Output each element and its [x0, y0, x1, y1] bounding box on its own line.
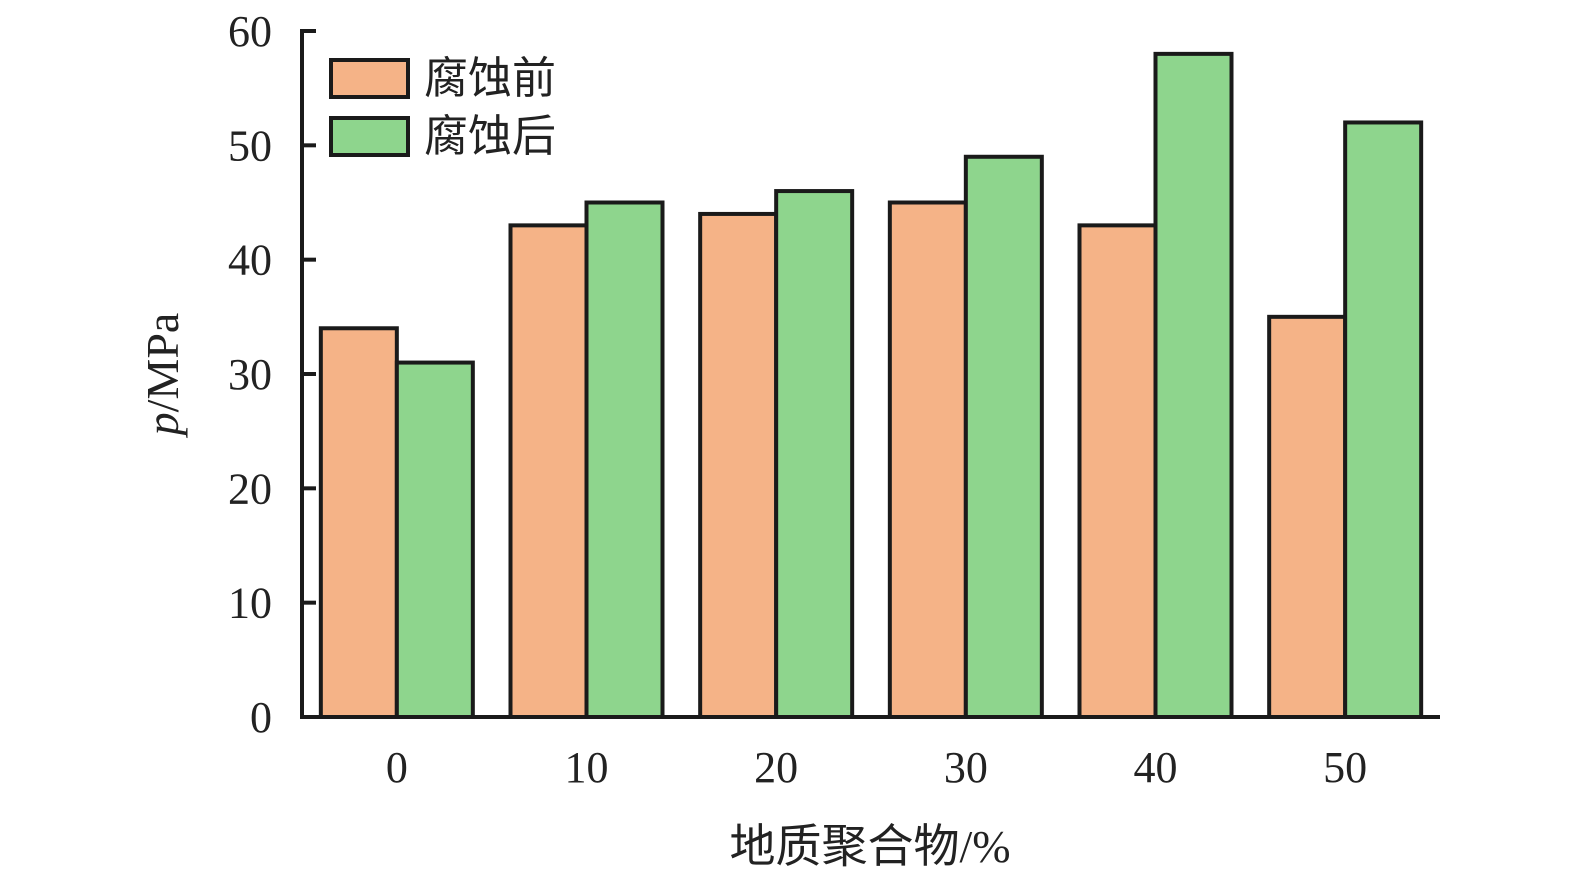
x-tick-label-30: 30: [944, 743, 988, 792]
bar-before-10: [508, 223, 589, 719]
bar-after-0: [394, 360, 475, 719]
y-axis-title: p/MPa: [137, 313, 188, 439]
x-tick-label-0: 0: [386, 743, 408, 792]
bar-before-20: [698, 211, 779, 720]
bar-after-20: [774, 189, 855, 720]
bar-before-0: [318, 326, 399, 719]
bar-before-30: [887, 200, 968, 719]
y-tick-label-20: 20: [228, 464, 272, 513]
legend-swatch-after: [329, 116, 410, 157]
bar-after-10: [584, 200, 665, 719]
bar-before-50: [1267, 314, 1348, 719]
y-tick-label-40: 40: [228, 236, 272, 285]
y-tick-label-50: 50: [228, 121, 272, 170]
y-tick-label-0: 0: [250, 693, 272, 742]
x-tick-label-50: 50: [1323, 743, 1367, 792]
legend-swatch-before: [329, 58, 410, 99]
y-tick-label-30: 30: [228, 350, 272, 399]
x-tick-label-10: 10: [565, 743, 609, 792]
bar-after-30: [963, 154, 1044, 719]
bars-group: [318, 51, 1424, 720]
x-axis-title: 地质聚合物/%: [729, 821, 1010, 872]
y-tick-label-60: 60: [228, 7, 272, 56]
bar-after-50: [1343, 120, 1424, 719]
x-tick-label-40: 40: [1134, 743, 1178, 792]
legend-label-after: 腐蚀后: [424, 112, 556, 161]
y-axis-title-variable: p: [137, 412, 188, 438]
x-tick-label-20: 20: [754, 743, 798, 792]
axes-group: 0 10 20 30 40 50 60 0 10 20 30 40 50: [228, 7, 1440, 792]
bar-before-40: [1077, 223, 1158, 719]
legend-label-before: 腐蚀前: [424, 54, 556, 103]
bar-after-40: [1153, 51, 1234, 720]
y-axis-title-unit: /MPa: [137, 313, 188, 413]
y-tick-label-10: 10: [228, 579, 272, 628]
